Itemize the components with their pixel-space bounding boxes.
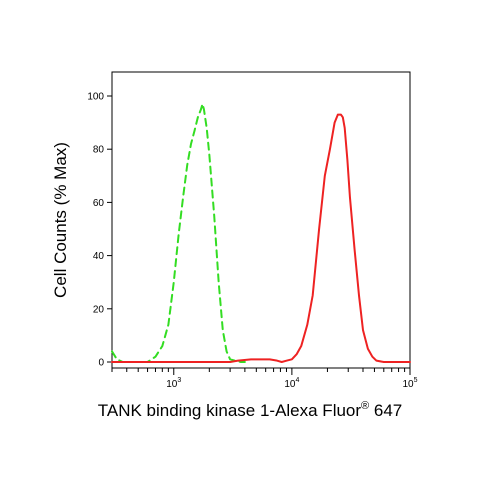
x-tick-label: 105 (402, 377, 417, 390)
y-tick-label: 100 (87, 92, 104, 103)
x-tick-label: 104 (284, 377, 299, 390)
x-tick-label-exponent: 4 (295, 377, 299, 384)
x-tick-label-base: 10 (284, 379, 296, 390)
x-axis-title-main: TANK binding kinase 1-Alexa Fluor (98, 401, 362, 420)
series-line-2 (111, 113, 411, 363)
series-layer (111, 102, 411, 363)
x-tick-label-base: 10 (166, 379, 178, 390)
x-tick-label-exponent: 5 (414, 377, 418, 384)
x-axis-ticks: 103 104 105 (111, 368, 418, 390)
y-axis-title: Cell Counts (% Max) (51, 142, 70, 298)
y-tick-label: 0 (98, 358, 104, 369)
x-tick-label-base: 10 (402, 379, 414, 390)
y-tick-label: 80 (93, 145, 105, 156)
x-tick-label-exponent: 3 (177, 377, 181, 384)
x-axis-title-superscript: ® (361, 400, 369, 412)
y-axis-ticks: 0 20 40 60 80 100 (87, 92, 112, 369)
plot-frame (111, 71, 411, 369)
x-axis-title: TANK binding kinase 1-Alexa Fluor® 647 (98, 400, 403, 420)
y-tick-label: 40 (93, 251, 105, 262)
y-tick-label: 20 (93, 304, 105, 315)
x-tick-label: 103 (166, 377, 181, 390)
x-axis-title-suffix: 647 (369, 401, 402, 420)
y-tick-label: 60 (93, 198, 105, 209)
